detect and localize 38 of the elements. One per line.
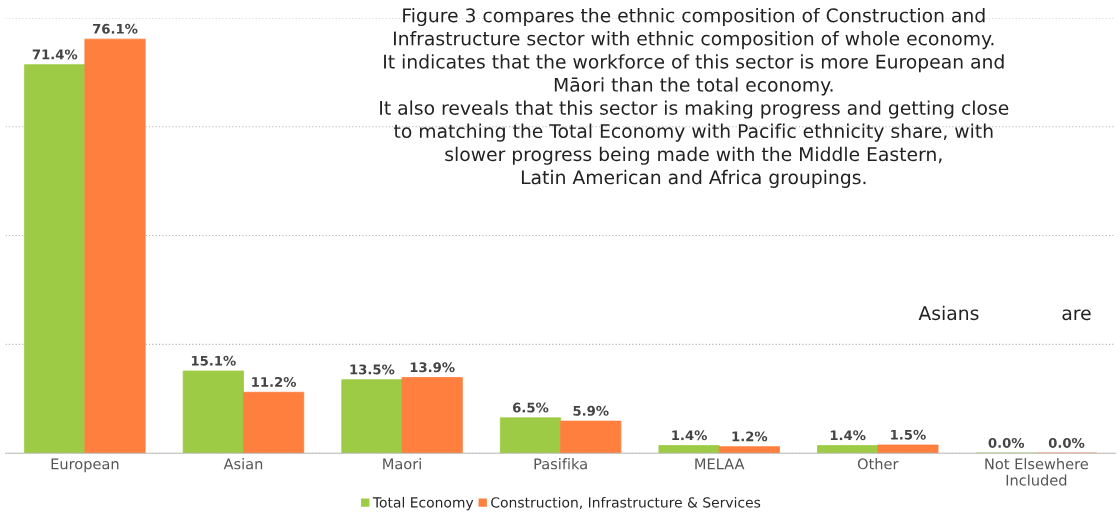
data-label: 76.1% xyxy=(93,23,138,34)
bar xyxy=(718,446,780,454)
bar xyxy=(877,444,939,454)
data-label: 0.0% xyxy=(988,437,1025,448)
bar xyxy=(401,377,463,454)
bar xyxy=(560,420,622,454)
data-label: 5.9% xyxy=(573,405,609,416)
legend-label: Construction, Infrastructure & Services xyxy=(491,496,761,510)
data-label: 71.4% xyxy=(32,49,78,60)
x-tick-label: European xyxy=(51,458,119,473)
data-label: 11.2% xyxy=(252,376,297,387)
data-label: 0.0% xyxy=(1048,437,1085,448)
bar xyxy=(499,417,562,454)
annotation: Asians xyxy=(918,305,979,321)
legend-label: Total Economy xyxy=(372,496,474,511)
data-label: 6.5% xyxy=(513,402,549,413)
x-tick-label: Asian xyxy=(223,458,263,470)
data-label: 13.9% xyxy=(410,362,455,373)
data-label: 1.4% xyxy=(830,430,866,441)
data-label: 13.5% xyxy=(350,364,395,375)
data-label: 1.2% xyxy=(732,431,768,442)
bar xyxy=(182,370,244,454)
annotation: Figure 3 compares the ethnic composition of Construction and Infrastructure sector with ethnic composition of whole economy. It indicates that the workforce of this sector is more European and Māori than the total economy. It also reveals that this sector is making progress and getting close to matching the Total Economy with Pacific ethnicity share, with slower progress being made with the Middle Eastern, Latin American and Africa groupings. xyxy=(380,7,1009,188)
bar xyxy=(341,379,403,454)
annotation: are xyxy=(1062,309,1091,321)
bar xyxy=(243,391,305,454)
x-tick-label: Maori xyxy=(383,458,421,470)
data-label: 1.4% xyxy=(672,430,707,441)
data-label: 15.1% xyxy=(191,355,236,366)
bar xyxy=(658,445,720,454)
x-tick-label: Pasifika xyxy=(534,458,587,470)
data-label: 1.5% xyxy=(891,429,926,440)
bar xyxy=(817,445,879,454)
x-tick-label: Other xyxy=(857,458,899,470)
bar xyxy=(24,64,86,454)
x-tick-label: MELAA xyxy=(695,458,745,470)
x-tick-label: Not Elsewhere Included xyxy=(985,458,1088,486)
bar xyxy=(84,38,146,454)
